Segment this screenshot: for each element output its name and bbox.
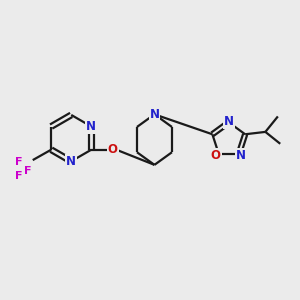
Text: N: N xyxy=(224,115,234,128)
Text: O: O xyxy=(108,143,118,156)
Text: N: N xyxy=(86,120,96,133)
Text: F: F xyxy=(24,167,31,176)
Text: F: F xyxy=(15,158,22,167)
Text: N: N xyxy=(236,148,246,161)
Text: O: O xyxy=(211,148,221,161)
Text: N: N xyxy=(66,155,76,168)
Text: F: F xyxy=(15,172,22,182)
Text: N: N xyxy=(149,108,160,121)
